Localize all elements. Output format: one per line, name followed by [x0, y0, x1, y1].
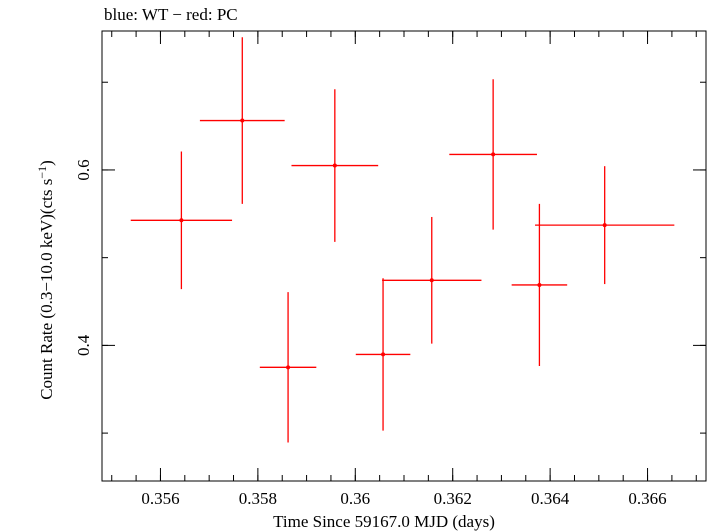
x-axis-label: Time Since 59167.0 MJD (days) [273, 512, 495, 531]
point-marker [240, 118, 245, 123]
point-marker [179, 218, 184, 223]
y-axis-label-main: Count Rate (0.3−10.0 keV)(cts s [37, 179, 56, 400]
data-point [382, 216, 482, 344]
data-point [291, 89, 379, 242]
x-tick-label: 0.356 [141, 489, 179, 508]
data-point [511, 203, 568, 366]
y-tick-label: 0.6 [74, 159, 93, 180]
y-tick-label: 0.4 [74, 334, 93, 356]
point-marker [381, 352, 386, 357]
data-point [199, 37, 285, 204]
x-tick-label: 0.366 [628, 489, 666, 508]
data-point [130, 151, 233, 290]
x-tick-label: 0.362 [434, 489, 472, 508]
data-point [259, 292, 317, 443]
point-marker [491, 152, 496, 157]
point-marker [537, 282, 542, 287]
point-marker [602, 223, 607, 228]
x-tick-label: 0.364 [531, 489, 570, 508]
y-axis-label-end: ) [37, 160, 56, 166]
y-axis-label: Count Rate (0.3−10.0 keV)(cts s−1) [35, 160, 56, 400]
x-tick-label: 0.36 [340, 489, 370, 508]
plot-frame [101, 30, 707, 482]
chart-title: blue: WT − red: PC [104, 5, 238, 24]
x-tick-label: 0.358 [239, 489, 277, 508]
point-marker [286, 365, 291, 370]
data-point [535, 166, 675, 285]
y-axis-ticks: 0.4 0.6 [74, 81, 706, 434]
point-marker [429, 278, 434, 283]
x-axis-ticks: 0.356 0.358 0.36 0.362 0.364 0.366 [111, 31, 697, 508]
data-point [449, 79, 537, 230]
y-axis-label-superscript: −1 [35, 166, 49, 179]
plot-border [101, 30, 707, 482]
data-series [130, 37, 675, 443]
data-point [355, 278, 411, 431]
point-marker [332, 163, 337, 168]
